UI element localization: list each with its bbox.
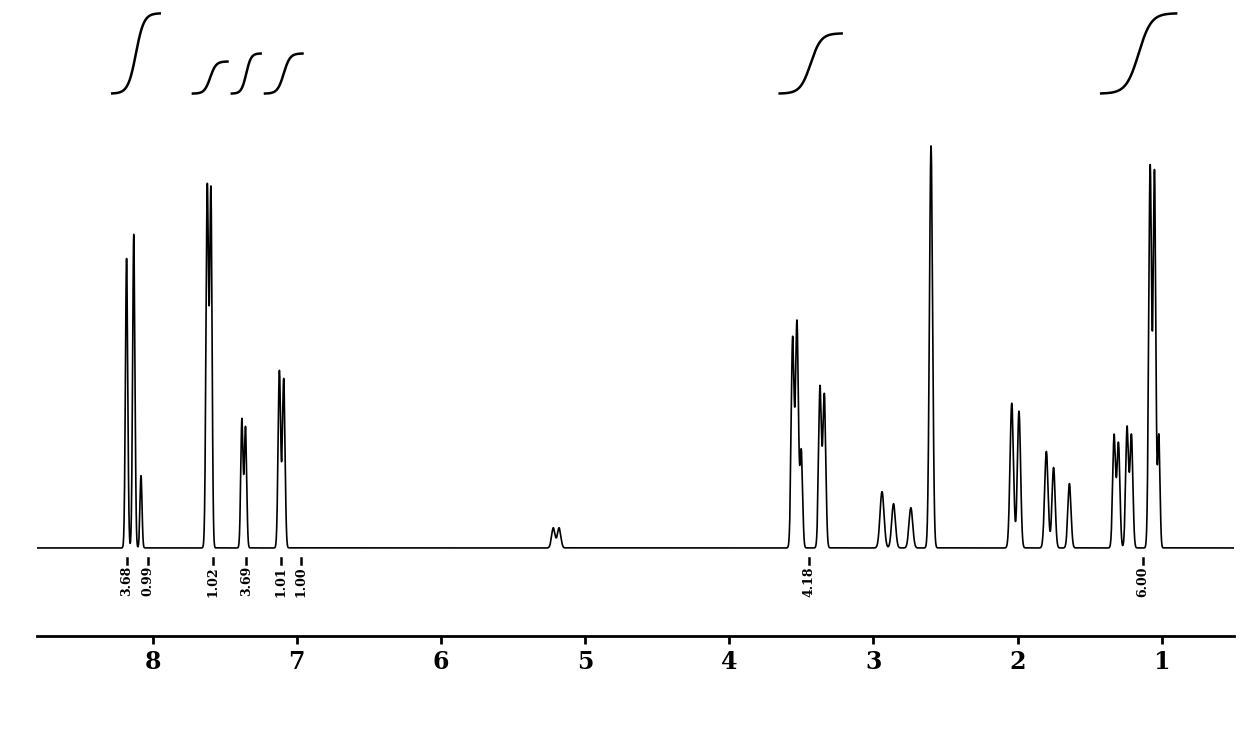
Text: 3.68: 3.68 xyxy=(120,566,133,596)
Text: 3.69: 3.69 xyxy=(239,566,253,596)
Text: 1.00: 1.00 xyxy=(295,566,308,596)
Text: 0.99: 0.99 xyxy=(141,566,155,596)
Text: 6.00: 6.00 xyxy=(1137,566,1149,596)
Text: 1.01: 1.01 xyxy=(274,566,288,596)
Text: 4.18: 4.18 xyxy=(802,566,815,596)
Text: 1.02: 1.02 xyxy=(207,566,219,596)
